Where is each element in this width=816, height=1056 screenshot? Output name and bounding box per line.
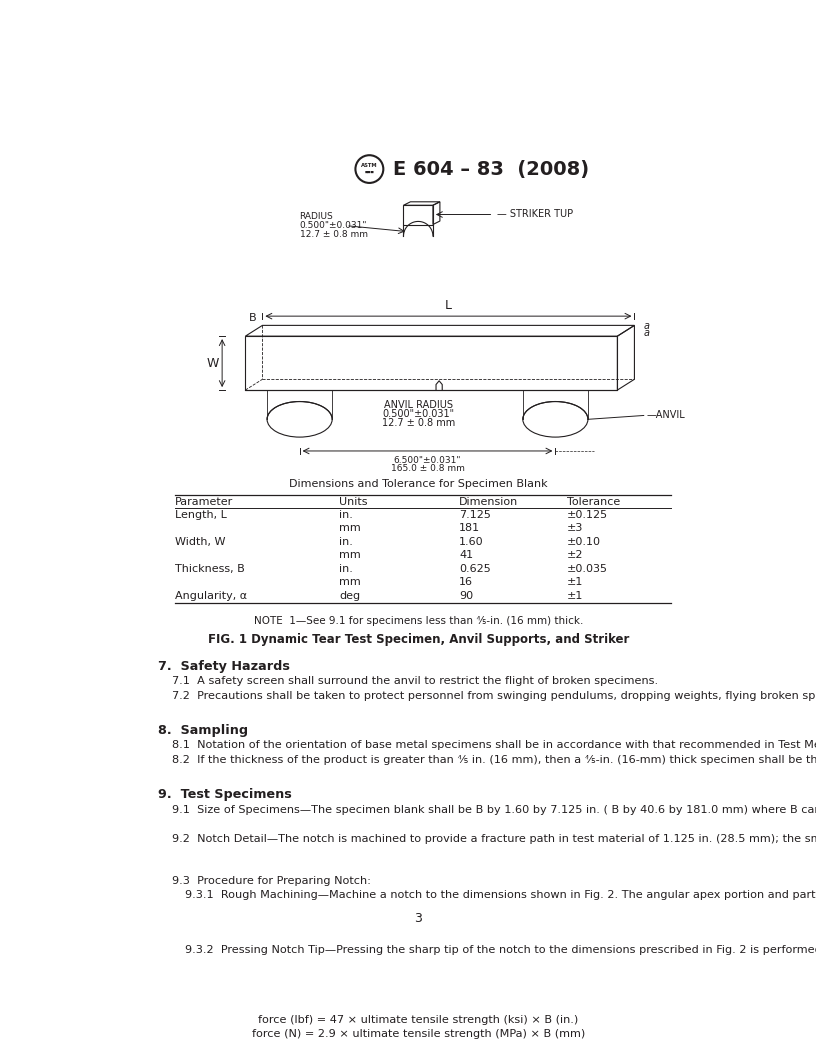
Text: 6.500"±0.031": 6.500"±0.031" — [394, 455, 461, 465]
Text: ■■■: ■■■ — [365, 170, 375, 174]
Text: 9.3  Procedure for Preparing Notch:: 9.3 Procedure for Preparing Notch: — [171, 875, 370, 886]
Text: 181: 181 — [459, 524, 481, 533]
Text: NOTE  1—See 9.1 for specimens less than ⅘-in. (16 mm) thick.: NOTE 1—See 9.1 for specimens less than ⅘… — [254, 617, 583, 626]
Text: in.: in. — [339, 536, 353, 547]
Text: 0.625: 0.625 — [459, 564, 491, 573]
Text: in.: in. — [339, 564, 353, 573]
Text: Width, W: Width, W — [175, 536, 225, 547]
Text: RADIUS: RADIUS — [299, 212, 334, 222]
Text: 16: 16 — [459, 578, 473, 587]
Text: 9.1  Size of Specimens—The specimen blank shall be B by 1.60 by 7.125 in. ( B by: 9.1 Size of Specimens—The specimen blank… — [171, 805, 816, 814]
Text: ±2: ±2 — [567, 550, 583, 561]
Text: mm: mm — [339, 550, 361, 561]
Text: 0.500"±0.031": 0.500"±0.031" — [382, 409, 455, 419]
Text: force (N) = 2.9 × ultimate tensile strength (MPa) × B (mm): force (N) = 2.9 × ultimate tensile stren… — [251, 1029, 585, 1039]
Text: 7.1  A safety screen shall surround the anvil to restrict the flight of broken s: 7.1 A safety screen shall surround the a… — [171, 676, 658, 686]
Text: mm: mm — [339, 524, 361, 533]
Text: ASTM: ASTM — [361, 164, 378, 169]
Text: FIG. 1 Dynamic Tear Test Specimen, Anvil Supports, and Striker: FIG. 1 Dynamic Tear Test Specimen, Anvil… — [207, 633, 629, 645]
Text: ±0.125: ±0.125 — [567, 510, 608, 520]
Text: ±1: ±1 — [567, 578, 583, 587]
Text: 8.1  Notation of the orientation of base metal specimens shall be in accordance : 8.1 Notation of the orientation of base … — [171, 740, 816, 751]
Text: 12.7 ± 0.8 mm: 12.7 ± 0.8 mm — [299, 230, 368, 239]
Text: 7.  Safety Hazards: 7. Safety Hazards — [157, 660, 290, 673]
Text: 165.0 ± 0.8 mm: 165.0 ± 0.8 mm — [391, 465, 464, 473]
Text: 9.3.1  Rough Machining—Machine a notch to the dimensions shown in Fig. 2. The an: 9.3.1 Rough Machining—Machine a notch to… — [184, 890, 816, 901]
Text: — STRIKER TUP: — STRIKER TUP — [497, 209, 574, 220]
Text: —ANVIL: —ANVIL — [646, 411, 685, 420]
Text: B: B — [249, 313, 256, 323]
Text: Tolerance: Tolerance — [567, 496, 620, 507]
Text: Parameter: Parameter — [175, 496, 233, 507]
Text: 0.500"±0.031": 0.500"±0.031" — [299, 221, 367, 230]
Text: 9.3.2  Pressing Notch Tip—Pressing the sharp tip of the notch to the dimensions : 9.3.2 Pressing Notch Tip—Pressing the sh… — [184, 945, 816, 955]
Text: 1.60: 1.60 — [459, 536, 484, 547]
Text: deg: deg — [339, 591, 361, 601]
Text: ±0.035: ±0.035 — [567, 564, 608, 573]
Text: force (lbf) = 47 × ultimate tensile strength (ksi) × B (in.): force (lbf) = 47 × ultimate tensile stre… — [258, 1015, 579, 1025]
Text: Length, L: Length, L — [175, 510, 227, 520]
Text: 8.2  If the thickness of the product is greater than ⅘ in. (16 mm), then a ⅘-in.: 8.2 If the thickness of the product is g… — [171, 755, 816, 765]
Text: L: L — [445, 299, 452, 312]
Text: 7.2  Precautions shall be taken to protect personnel from swinging pendulums, dr: 7.2 Precautions shall be taken to protec… — [171, 691, 816, 701]
Text: 9.  Test Specimens: 9. Test Specimens — [157, 788, 291, 802]
Text: Units: Units — [339, 496, 368, 507]
Text: 41: 41 — [459, 550, 473, 561]
Text: 90: 90 — [459, 591, 473, 601]
Text: ±1: ±1 — [567, 591, 583, 601]
Text: a: a — [644, 328, 650, 338]
Text: Dimensions and Tolerance for Specimen Blank: Dimensions and Tolerance for Specimen Bl… — [289, 478, 548, 489]
Text: Thickness, B: Thickness, B — [175, 564, 245, 573]
Text: a: a — [644, 321, 650, 332]
Text: Angularity, α: Angularity, α — [175, 591, 247, 601]
Text: W: W — [206, 357, 219, 370]
Text: 3: 3 — [415, 911, 422, 925]
Text: Dimension: Dimension — [459, 496, 518, 507]
Text: 12.7 ± 0.8 mm: 12.7 ± 0.8 mm — [382, 418, 455, 428]
Text: ±3: ±3 — [567, 524, 583, 533]
Text: 8.  Sampling: 8. Sampling — [157, 723, 248, 737]
Text: 9.2  Notch Detail—The notch is machined to provide a fracture path in test mater: 9.2 Notch Detail—The notch is machined t… — [171, 834, 816, 844]
Text: in.: in. — [339, 510, 353, 520]
Text: mm: mm — [339, 578, 361, 587]
Text: 7.125: 7.125 — [459, 510, 491, 520]
Text: ±0.10: ±0.10 — [567, 536, 601, 547]
Text: E 604 – 83  (2008): E 604 – 83 (2008) — [392, 159, 589, 178]
Text: ANVIL RADIUS: ANVIL RADIUS — [384, 400, 453, 410]
